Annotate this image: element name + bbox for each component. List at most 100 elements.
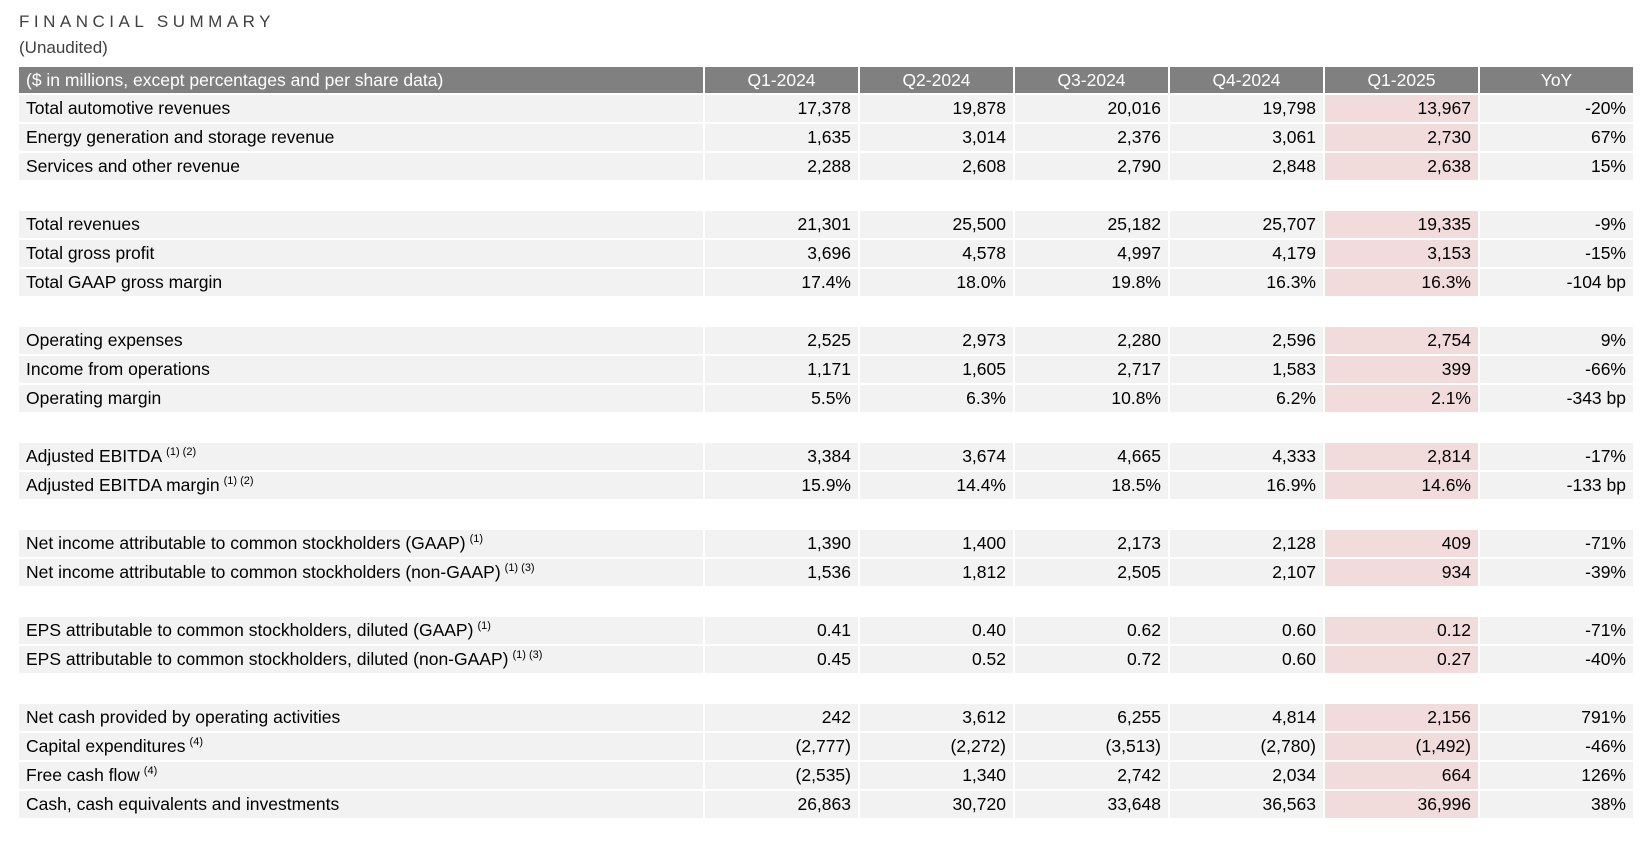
row-label: EPS attributable to common stockholders,… bbox=[19, 646, 703, 673]
cell-q3-2024: 0.62 bbox=[1015, 617, 1168, 644]
cell-q3-2024: 2,376 bbox=[1015, 124, 1168, 151]
cell-q1-2025: 13,967 bbox=[1325, 95, 1478, 122]
table-row: Income from operations 1,171 1,605 2,717 1,5… bbox=[19, 356, 1633, 383]
row-label: Capital expenditures (4) bbox=[19, 733, 703, 760]
row-label: Operating margin bbox=[19, 385, 703, 412]
table-row: Total gross profit 3,696 4,578 4,997 4,179 3,… bbox=[19, 240, 1633, 267]
cell-q4-2024: 1,583 bbox=[1170, 356, 1323, 383]
table-row: Net income attributable to common stockh… bbox=[19, 530, 1633, 557]
table-row: Operating expenses 2,525 2,973 2,280 2,596 2,… bbox=[19, 327, 1633, 354]
row-label-text: Total revenues bbox=[26, 214, 140, 234]
cell-q2-2024: 25,500 bbox=[860, 211, 1013, 238]
cell-q2-2024: 4,578 bbox=[860, 240, 1013, 267]
financial-summary-table: ($ in millions, except percentages and p… bbox=[17, 65, 1635, 820]
cell-q3-2024: 4,997 bbox=[1015, 240, 1168, 267]
row-label-text: Energy generation and storage revenue bbox=[26, 127, 335, 147]
cell-q4-2024: 4,179 bbox=[1170, 240, 1323, 267]
cell-q3-2024: 18.5% bbox=[1015, 472, 1168, 499]
cell-q2-2024: 1,605 bbox=[860, 356, 1013, 383]
cell-q3-2024: 2,742 bbox=[1015, 762, 1168, 789]
cell-q4-2024: 0.60 bbox=[1170, 617, 1323, 644]
spacer-cell bbox=[19, 298, 1633, 325]
cell-q1-2025: 0.12 bbox=[1325, 617, 1478, 644]
header-q4-2024: Q4-2024 bbox=[1170, 67, 1323, 93]
cell-yoy: -39% bbox=[1480, 559, 1633, 586]
cell-q1-2025: 2,638 bbox=[1325, 153, 1478, 180]
footnote-ref: (4) bbox=[143, 765, 158, 777]
cell-q2-2024: 3,612 bbox=[860, 704, 1013, 731]
table-row: Services and other revenue 2,288 2,608 2,79… bbox=[19, 153, 1633, 180]
row-label: Adjusted EBITDA margin (1) (2) bbox=[19, 472, 703, 499]
header-yoy: YoY bbox=[1480, 67, 1633, 93]
spacer-cell bbox=[19, 501, 1633, 528]
footnote-ref: (1) (2) bbox=[223, 475, 254, 487]
cell-q4-2024: 0.60 bbox=[1170, 646, 1323, 673]
cell-yoy: -71% bbox=[1480, 617, 1633, 644]
cell-q2-2024: 1,400 bbox=[860, 530, 1013, 557]
cell-q3-2024: 33,648 bbox=[1015, 791, 1168, 818]
spacer-cell bbox=[19, 414, 1633, 441]
cell-q1-2025: 399 bbox=[1325, 356, 1478, 383]
table-row: Adjusted EBITDA margin (1) (2) 15.9% 14.4% 1… bbox=[19, 472, 1633, 499]
cell-q3-2024: 4,665 bbox=[1015, 443, 1168, 470]
cell-q2-2024: 0.52 bbox=[860, 646, 1013, 673]
table-row: Capital expenditures (4) (2,777) (2,272) (3,… bbox=[19, 733, 1633, 760]
spacer-row bbox=[19, 414, 1633, 441]
row-label: Operating expenses bbox=[19, 327, 703, 354]
cell-yoy: -104 bp bbox=[1480, 269, 1633, 296]
row-label: Total revenues bbox=[19, 211, 703, 238]
row-label-text: Net income attributable to common stockh… bbox=[26, 533, 466, 553]
cell-q1-2025: 16.3% bbox=[1325, 269, 1478, 296]
cell-yoy: -71% bbox=[1480, 530, 1633, 557]
cell-q1-2024: (2,535) bbox=[705, 762, 858, 789]
row-label-text: Net income attributable to common stockh… bbox=[26, 562, 501, 582]
cell-q1-2024: 2,288 bbox=[705, 153, 858, 180]
row-label-text: Income from operations bbox=[26, 359, 210, 379]
cell-q4-2024: 6.2% bbox=[1170, 385, 1323, 412]
row-label-text: Operating margin bbox=[26, 388, 162, 408]
row-label-text: Free cash flow bbox=[26, 765, 140, 785]
table-row: Operating margin 5.5% 6.3% 10.8% 6.2% 2.1% -34… bbox=[19, 385, 1633, 412]
row-label: Net income attributable to common stockh… bbox=[19, 530, 703, 557]
cell-q1-2024: 26,863 bbox=[705, 791, 858, 818]
table-row: Adjusted EBITDA (1) (2) 3,384 3,674 4,665 4,3… bbox=[19, 443, 1633, 470]
footnote-ref: (1) (3) bbox=[504, 562, 535, 574]
cell-q1-2024: 3,384 bbox=[705, 443, 858, 470]
cell-yoy: 15% bbox=[1480, 153, 1633, 180]
cell-q4-2024: 16.9% bbox=[1170, 472, 1323, 499]
cell-q4-2024: (2,780) bbox=[1170, 733, 1323, 760]
spacer-row bbox=[19, 588, 1633, 615]
table-header-row: ($ in millions, except percentages and p… bbox=[19, 67, 1633, 93]
row-label-text: Operating expenses bbox=[26, 330, 183, 350]
row-label-text: Total gross profit bbox=[26, 243, 155, 263]
cell-q1-2024: 15.9% bbox=[705, 472, 858, 499]
row-label: Net income attributable to common stockh… bbox=[19, 559, 703, 586]
cell-q4-2024: 4,814 bbox=[1170, 704, 1323, 731]
spacer-row bbox=[19, 675, 1633, 702]
cell-q1-2025: 2,730 bbox=[1325, 124, 1478, 151]
cell-yoy: 38% bbox=[1480, 791, 1633, 818]
cell-q3-2024: 20,016 bbox=[1015, 95, 1168, 122]
cell-yoy: -133 bp bbox=[1480, 472, 1633, 499]
cell-yoy: -9% bbox=[1480, 211, 1633, 238]
cell-q2-2024: 1,340 bbox=[860, 762, 1013, 789]
row-label: Cash, cash equivalents and investments bbox=[19, 791, 703, 818]
cell-q4-2024: 2,034 bbox=[1170, 762, 1323, 789]
cell-yoy: -17% bbox=[1480, 443, 1633, 470]
cell-q3-2024: 25,182 bbox=[1015, 211, 1168, 238]
footnote-ref: (4) bbox=[189, 736, 203, 748]
table-row: Net cash provided by operating activitie… bbox=[19, 704, 1633, 731]
cell-q4-2024: 2,848 bbox=[1170, 153, 1323, 180]
cell-q4-2024: 2,107 bbox=[1170, 559, 1323, 586]
row-label-text: Total automotive revenues bbox=[26, 98, 231, 118]
header-label: ($ in millions, except percentages and p… bbox=[19, 67, 703, 93]
cell-q1-2024: 0.45 bbox=[705, 646, 858, 673]
footnote-ref: (1) bbox=[477, 620, 491, 632]
cell-q1-2024: 17,378 bbox=[705, 95, 858, 122]
footnote-ref: (1) (2) bbox=[166, 446, 197, 458]
table-row: Total GAAP gross margin 17.4% 18.0% 19.8% 16… bbox=[19, 269, 1633, 296]
cell-q1-2025: 36,996 bbox=[1325, 791, 1478, 818]
cell-q4-2024: 16.3% bbox=[1170, 269, 1323, 296]
row-label-text: EPS attributable to common stockholders,… bbox=[26, 620, 474, 640]
row-label: Energy generation and storage revenue bbox=[19, 124, 703, 151]
